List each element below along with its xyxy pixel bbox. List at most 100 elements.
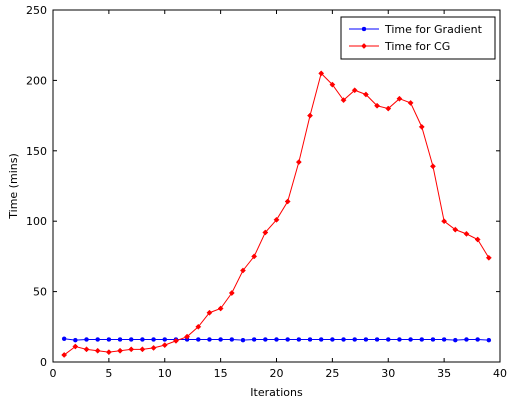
y-axis-title: Time (mins) <box>7 153 20 219</box>
data-point-gradient <box>218 337 223 342</box>
x-tick-label: 25 <box>325 367 339 380</box>
data-point-cg <box>284 198 291 205</box>
legend-marker-gradient <box>361 26 367 32</box>
data-point-cg <box>206 309 213 316</box>
data-point-cg <box>463 230 470 237</box>
data-point-cg <box>407 99 414 106</box>
data-point-cg <box>94 347 101 354</box>
legend-marker-cg <box>361 43 367 49</box>
data-point-cg <box>228 290 235 296</box>
y-tick-label: 150 <box>26 145 47 158</box>
data-point-gradient <box>408 337 413 342</box>
data-point-gradient <box>140 337 145 342</box>
data-point-cg <box>128 346 135 353</box>
data-point-gradient <box>84 337 89 342</box>
data-point-cg <box>240 267 246 274</box>
x-axis-title: Iterations <box>250 386 303 399</box>
data-point-gradient <box>196 337 201 342</box>
data-point-gradient <box>207 337 212 342</box>
series-layer <box>61 70 492 358</box>
data-point-gradient <box>363 337 369 342</box>
data-point-cg <box>217 305 224 312</box>
data-point-gradient <box>128 337 134 342</box>
data-point-cg <box>251 253 258 260</box>
data-point-cg <box>329 81 336 88</box>
data-point-cg <box>184 333 191 340</box>
data-point-gradient <box>386 337 391 342</box>
data-point-gradient <box>95 337 100 342</box>
data-point-gradient <box>296 337 302 342</box>
data-point-cg <box>340 97 347 104</box>
legend-box <box>340 16 496 60</box>
data-point-gradient <box>453 337 458 343</box>
data-point-cg <box>195 323 202 330</box>
data-point-cg <box>485 254 492 261</box>
x-tick-label: 40 <box>493 367 507 380</box>
x-tick-label: 0 <box>50 367 57 380</box>
y-tick-label: 0 <box>40 356 47 369</box>
data-point-gradient <box>486 337 492 343</box>
data-point-gradient <box>106 337 112 342</box>
x-tick-label: 20 <box>270 367 284 380</box>
data-point-cg <box>351 87 358 94</box>
data-point-gradient <box>162 337 167 342</box>
data-point-cg <box>362 91 369 98</box>
data-point-gradient <box>419 337 425 342</box>
data-point-gradient <box>430 337 436 342</box>
x-tick-label: 15 <box>214 367 228 380</box>
data-point-cg <box>72 343 79 350</box>
data-point-gradient <box>151 337 156 342</box>
data-point-cg <box>105 349 112 356</box>
data-point-gradient <box>307 337 313 342</box>
data-point-cg <box>441 218 448 225</box>
data-point-gradient <box>330 337 335 342</box>
x-tick-label: 5 <box>105 367 112 380</box>
data-point-cg <box>307 112 313 119</box>
data-point-cg <box>374 102 381 109</box>
data-point-gradient <box>229 337 235 342</box>
data-point-cg <box>452 226 459 233</box>
data-point-cg <box>295 159 302 166</box>
data-point-cg <box>318 70 325 77</box>
data-point-cg <box>418 123 425 130</box>
y-tick-label: 50 <box>33 286 47 299</box>
data-point-gradient <box>475 337 480 342</box>
data-point-cg <box>117 347 124 354</box>
data-point-cg <box>150 344 157 351</box>
data-point-gradient <box>263 337 268 342</box>
data-point-cg <box>172 337 179 344</box>
x-tick-label: 35 <box>437 367 451 380</box>
data-point-gradient <box>251 337 257 342</box>
data-point-gradient <box>374 337 380 342</box>
x-tick-label: 10 <box>158 367 172 380</box>
data-point-gradient <box>240 337 246 343</box>
legend: Time for Gradient Time for CG <box>340 16 496 60</box>
y-tick-label: 100 <box>26 215 47 228</box>
data-point-cg <box>61 352 68 358</box>
data-point-gradient <box>352 337 357 342</box>
data-point-gradient <box>341 337 346 342</box>
data-point-cg <box>262 229 269 236</box>
legend-label-gradient: Time for Gradient <box>384 23 483 36</box>
x-tick-label: 30 <box>381 367 395 380</box>
y-tick-label: 200 <box>26 74 47 87</box>
data-point-cg <box>474 236 481 243</box>
data-point-gradient <box>318 337 324 342</box>
data-point-gradient <box>274 337 279 342</box>
data-point-cg <box>385 105 392 112</box>
data-point-gradient <box>117 337 123 342</box>
data-point-gradient <box>441 337 447 342</box>
axis-layer: 0 5 10 15 20 25 30 35 40 0 50 100 150 200 250 <box>26 4 507 380</box>
data-point-cg <box>83 346 90 353</box>
data-point-cg <box>273 216 280 223</box>
data-point-gradient <box>397 337 402 342</box>
data-point-gradient <box>285 337 290 342</box>
data-point-cg <box>161 342 168 349</box>
legend-label-cg: Time for CG <box>384 40 450 53</box>
data-point-cg <box>396 95 403 102</box>
data-point-cg <box>429 163 436 170</box>
data-point-cg <box>139 346 146 353</box>
plot-area <box>53 10 500 362</box>
data-point-gradient <box>73 337 78 343</box>
